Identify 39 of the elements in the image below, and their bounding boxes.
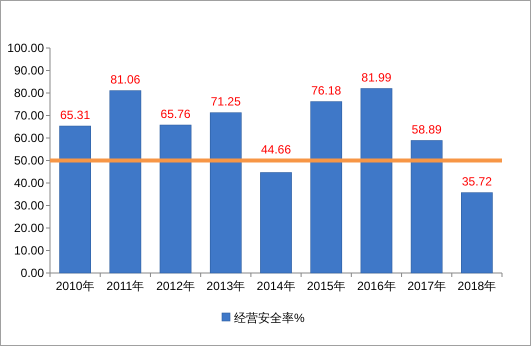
- y-tick-label: 30.00: [14, 198, 44, 212]
- y-tick-label: 10.00: [14, 244, 44, 258]
- bar: [360, 88, 392, 274]
- text: 35.72: [462, 174, 492, 189]
- x-tick-label: 2011年: [106, 279, 144, 293]
- y-tick-label: 20.00: [14, 221, 44, 235]
- y-tick-label: 60.00: [14, 131, 44, 145]
- bar: [410, 140, 443, 274]
- y-tick-label: 0.00: [20, 266, 44, 280]
- y-tick-label: 80.00: [14, 86, 44, 100]
- x-tick-label: 2014年: [256, 279, 296, 293]
- y-tick-label: 40.00: [14, 176, 44, 190]
- x-tick-label: 2012年: [156, 279, 195, 293]
- y-tick-label: 70.00: [14, 108, 44, 122]
- legend-label: 经营安全率%: [234, 311, 305, 325]
- text: 71.25: [210, 94, 241, 109]
- bar: [310, 101, 342, 274]
- x-tick-label: 2018年: [458, 279, 496, 293]
- x-tick-label: 2016年: [357, 279, 396, 293]
- text: 58.89: [412, 122, 442, 136]
- text: 65.76: [160, 107, 191, 122]
- y-tick-label: 50.00: [14, 154, 44, 168]
- text: 81.06: [110, 72, 140, 87]
- text: 44.66: [260, 142, 292, 156]
- bar: [59, 126, 91, 274]
- text: 65.31: [60, 108, 90, 122]
- bar: [109, 90, 142, 274]
- x-tick-label: 2013年: [206, 279, 246, 293]
- y-tick-label: 100.00: [7, 41, 44, 55]
- text: 76.18: [311, 84, 342, 98]
- x-tick-label: 2015年: [306, 279, 346, 293]
- bar: [160, 124, 192, 274]
- y-tick-label: 90.00: [14, 64, 44, 78]
- bar: [260, 172, 292, 274]
- bar: [210, 112, 242, 274]
- x-tick-label: 2010年: [56, 279, 94, 293]
- x-tick-label: 2017年: [407, 279, 446, 293]
- bar: [461, 192, 493, 274]
- text: 81.99: [361, 70, 392, 85]
